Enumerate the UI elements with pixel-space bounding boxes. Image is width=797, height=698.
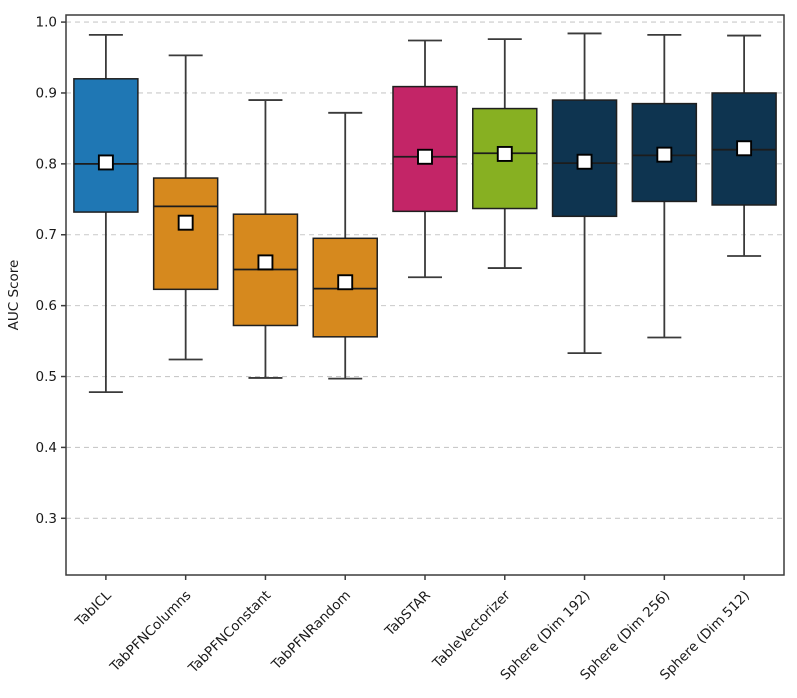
mean-marker — [656, 146, 673, 163]
mean-marker — [736, 140, 753, 157]
box-group-sphere-dim-192 — [551, 32, 618, 355]
mean-marker — [417, 148, 433, 165]
y-tick-label: 0.5 — [36, 369, 57, 385]
plot-border — [65, 14, 785, 576]
y-tick-label: 0.4 — [36, 440, 57, 456]
y-axis-label: AUC Score — [6, 260, 22, 331]
iqr-box — [73, 78, 139, 213]
box-group-sphere-dim-256 — [631, 33, 698, 339]
box-group-sphere-dim-512 — [711, 34, 777, 257]
box-group-tabstar — [392, 39, 458, 279]
mean-marker — [576, 153, 593, 170]
iqr-box — [472, 107, 538, 210]
x-tick-label: TabPFNRandom — [268, 588, 354, 674]
y-tick-label: 0.7 — [36, 227, 57, 243]
mean-marker — [496, 145, 513, 162]
mean-marker — [97, 154, 114, 171]
box-group-tabpfncolumns — [152, 54, 219, 361]
x-tick-label: TableVectorizer — [429, 587, 514, 672]
box-group-tabpfnconstant — [232, 99, 299, 379]
x-tick-label: TabSTAR — [381, 588, 434, 641]
x-tick-label: TabICL — [72, 587, 115, 630]
iqr-box — [631, 102, 698, 203]
box-group-tabicl — [73, 33, 139, 394]
y-tick-label: 0.8 — [36, 156, 57, 172]
y-tick-label: 0.9 — [36, 85, 57, 101]
y-tick-label: 0.6 — [36, 298, 57, 314]
y-tick-label: 0.3 — [36, 511, 57, 527]
x-tick-label: TabPFNColumns — [106, 588, 194, 676]
box-group-tabpfnrandom — [312, 111, 378, 380]
x-tick-label: Sphere (Dim 512) — [657, 588, 753, 684]
y-tick-label: 1.0 — [36, 15, 57, 31]
iqr-box — [152, 177, 219, 291]
x-tick-label: TabPFNConstant — [185, 588, 274, 677]
box-group-tablevectorizer — [472, 38, 538, 269]
boxes-layer — [73, 32, 777, 394]
mean-marker — [337, 274, 354, 291]
mean-marker — [177, 214, 194, 231]
mean-marker — [257, 254, 274, 271]
